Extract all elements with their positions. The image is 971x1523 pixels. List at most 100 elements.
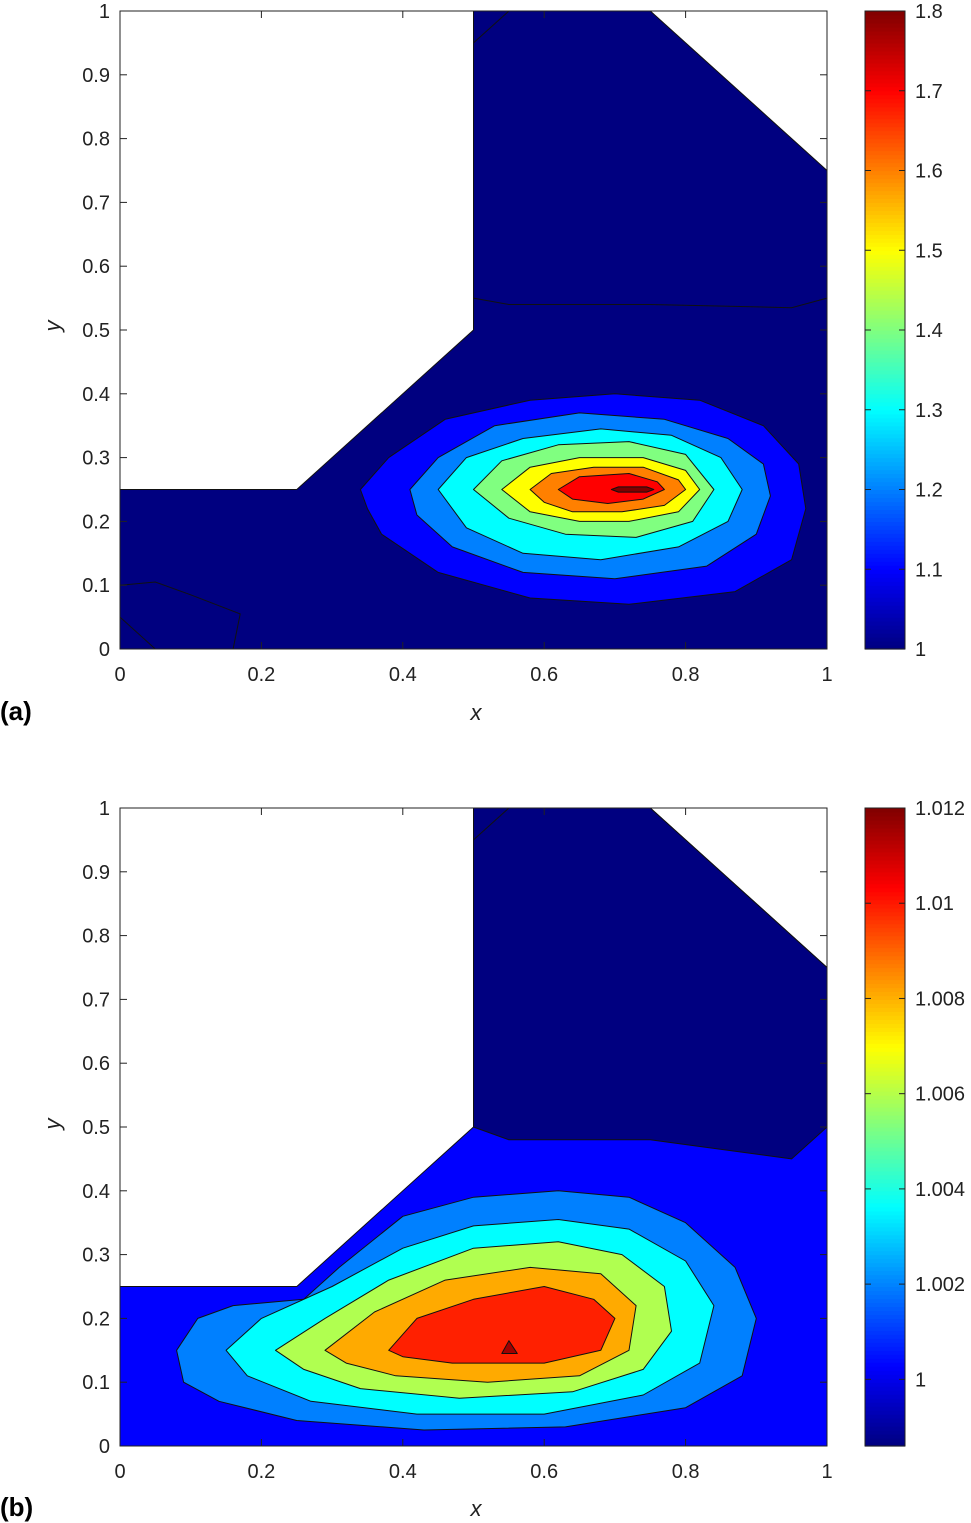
colorbar-swatch [865,1250,905,1256]
colorbar-swatch [865,1007,905,1012]
colorbar-swatch [865,86,905,92]
colorbar-swatch [865,1378,905,1383]
colorbar-swatch [865,561,905,566]
contour-lines-a [119,10,828,650]
colorbar-swatch [865,1314,905,1319]
colorbar-tick: 1 [865,639,926,661]
colorbar-swatch [865,150,905,156]
colorbar-swatch [865,294,905,299]
colorbar-tick: 1.012 [865,798,965,820]
colorbar-swatch [865,819,905,825]
contour-line [119,616,156,650]
colorbar-swatch [865,947,905,953]
colorbar-swatch [865,557,905,562]
colorbar-swatch [865,1150,905,1156]
colorbar-tick: 1.1 [865,559,943,581]
colorbar-swatch [865,473,905,479]
colorbar-swatch [865,1322,905,1327]
colorbar-swatch [865,210,905,215]
colorbar-swatch [865,923,905,929]
colorbar-tick: 1.002 [865,1274,965,1296]
colorbar-swatch [865,569,905,574]
colorbar-swatch [865,943,905,949]
colorbar-swatch [865,302,905,307]
colorbar-swatch [865,286,905,291]
colorbar-swatch [865,381,905,387]
colorbar-tick-label: 1.8 [915,1,943,23]
colorbar-swatch [865,361,905,367]
y-tick-label: 0.6 [82,256,110,278]
colorbar-swatch [865,963,905,969]
colorbar-swatch [865,230,905,235]
colorbar-swatch [865,1063,905,1068]
colorbar-swatch [865,1123,905,1128]
colorbar-tick-label: 1.6 [915,161,943,183]
x-tick: 0.4 [389,11,417,686]
colorbar-swatch [865,585,905,590]
colorbar-swatch [865,891,905,897]
colorbar-swatch [865,401,905,407]
y-tick: 0.9 [82,862,827,884]
colorbar-tick-label: 1.004 [915,1179,965,1201]
colorbar-swatch [865,875,905,881]
colorbar-swatch [865,1354,905,1359]
x-tick: 0.8 [672,11,700,686]
colorbar-swatch [865,621,905,626]
colorbar-tick: 1.008 [865,988,965,1010]
colorbar-swatch [865,979,905,985]
contour-line [119,581,241,650]
colorbar-tick-label: 1.01 [915,893,954,915]
colorbar-tick: 1.01 [865,893,954,915]
colorbar-swatch [865,170,905,176]
colorbar-swatch [865,1206,905,1212]
colorbar-swatch [865,1162,905,1168]
colorbar-tick: 1.5 [865,240,943,262]
y-tick-label: 0.3 [82,448,110,470]
colorbar-swatch [865,1422,905,1427]
colorbar-swatch [865,1386,905,1391]
colorbar-swatch [865,815,905,821]
colorbar-swatch [865,931,905,937]
colorbar-swatch [865,967,905,973]
x-tick-label: 1 [821,1461,832,1483]
colorbar-swatch [865,1310,905,1316]
x-axis-a: 0 0.2 0.4 0.6 0.8 1 [114,11,833,686]
y-tick: 0.7 [82,989,827,1011]
colorbar-swatch [865,78,905,84]
y-tick-label: 0 [99,1436,110,1458]
colorbar-swatch [865,1282,905,1288]
colorbar-swatch [865,1035,905,1040]
colorbar-swatch [865,218,905,223]
colorbar-swatch [865,174,905,180]
colorbar-swatch [865,1170,905,1176]
y-tick: 0.9 [82,65,827,87]
y-tick: 0.2 [82,511,827,533]
colorbar-swatch [865,122,905,128]
colorbar-swatch [865,226,905,231]
colorbar-swatch [865,90,905,96]
colorbar-swatch [865,1166,905,1172]
y-tick: 0.2 [82,1308,827,1330]
x-tick: 0.6 [530,808,558,1483]
colorbar-swatch [865,242,905,247]
x-tick: 0.4 [389,808,417,1483]
y-tick: 0.8 [82,926,827,948]
y-tick: 0.1 [82,1372,827,1394]
y-tick-label: 0.7 [82,192,110,214]
colorbar-swatch [865,1298,905,1304]
colorbar-swatch [865,831,905,837]
colorbar-swatch [865,879,905,885]
colorbar-swatch [865,851,905,857]
colorbar-swatch [865,38,905,44]
colorbar-swatch [865,1103,905,1108]
y-tick: 1 [99,798,827,820]
colorbar-swatch [865,1306,905,1312]
colorbar-swatch [865,310,905,315]
colorbar-swatch [865,254,905,259]
y-tick-label: 0.1 [82,575,110,597]
colorbar-swatch [865,827,905,833]
colorbar-swatch [865,222,905,227]
colorbar-swatch [865,238,905,243]
colorbar-swatch [865,1246,905,1252]
